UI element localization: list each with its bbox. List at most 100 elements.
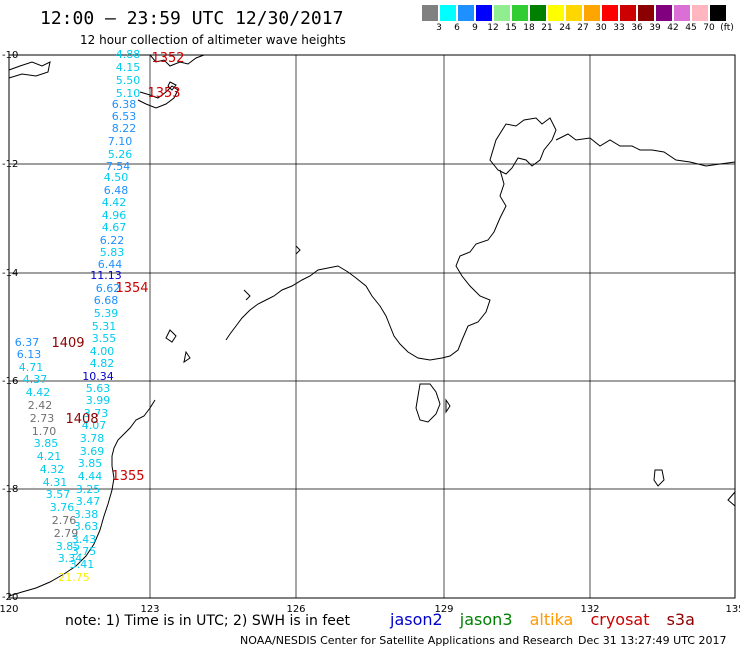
wave-height-value: 5.31 [92, 320, 117, 333]
legend-altika: altika [529, 610, 574, 629]
longitude-label: 135 [725, 604, 740, 615]
legend-jason3: jason3 [459, 610, 513, 629]
wave-height-value: 7.54 [106, 160, 131, 173]
colorbar-label: 42 [667, 23, 679, 33]
wave-height-value: 6.38 [112, 98, 137, 111]
pass-time-label: 1408 [65, 412, 98, 427]
latitude-label: -12 [2, 159, 18, 170]
wave-height-value: 5.39 [94, 307, 119, 320]
wave-height-value: 3.69 [80, 445, 105, 458]
wave-height-value: 5.26 [108, 148, 133, 161]
longitude-label: 129 [434, 604, 453, 615]
colorbar-swatch [692, 5, 708, 21]
wave-height-value: 4.42 [102, 196, 127, 209]
colorbar-swatch [548, 5, 564, 21]
legend-cryosat: cryosat [590, 610, 650, 629]
wave-height-value: 3.85 [56, 540, 81, 553]
legend-s3a: s3a [666, 610, 695, 629]
colorbar-swatch [674, 5, 690, 21]
colorbar-label: 30 [595, 23, 607, 33]
colorbar-label: 6 [454, 23, 460, 33]
wave-height-value: 4.88 [116, 48, 141, 61]
wave-height-value: 4.37 [23, 373, 48, 386]
wave-height-value: 4.42 [26, 386, 51, 399]
colorbar-label: 24 [559, 23, 571, 33]
colorbar-swatch [494, 5, 510, 21]
colorbar-swatch [584, 5, 600, 21]
colorbar-label: 12 [487, 23, 499, 33]
wave-height-value: 11.13 [90, 269, 122, 282]
colorbar-swatch [566, 5, 582, 21]
wave-height-value: 3.99 [86, 394, 111, 407]
wave-height-value: 4.96 [102, 209, 127, 222]
wave-height-value: 3.38 [74, 508, 99, 521]
wave-height-value: 2.79 [54, 527, 79, 540]
latitude-label: -18 [2, 484, 18, 495]
latitude-label: -16 [2, 376, 18, 387]
colorbar-label: 18 [523, 23, 535, 33]
wave-height-value: 4.31 [43, 476, 68, 489]
wave-height-value: 4.50 [104, 171, 129, 184]
longitude-label: 120 [0, 604, 19, 615]
wave-height-value: 3.76 [50, 501, 75, 514]
colorbar-label: 3 [436, 23, 442, 33]
wave-height-value: 4.71 [19, 361, 44, 374]
credit-line: NOAA/NESDIS Center for Satellite Applica… [240, 634, 574, 647]
wave-height-value: 3.73 [84, 407, 109, 420]
wave-height-value: 7.10 [108, 135, 133, 148]
wave-height-value: 6.37 [15, 336, 40, 349]
map-frame [8, 54, 736, 599]
latitude-label: -10 [2, 50, 18, 61]
longitude-label: 126 [286, 604, 305, 615]
wave-height-value: 3.55 [92, 332, 117, 345]
colorbar-label: 70 [703, 23, 715, 33]
wave-height-value: 1.70 [32, 425, 57, 438]
wave-height-value: 6.68 [94, 294, 119, 307]
wave-height-value: 6.53 [112, 110, 137, 123]
latitude-label: -20 [2, 592, 18, 603]
latitude-label: -14 [2, 268, 18, 279]
map-title: 12:00 – 23:59 UTC 12/30/2017 [40, 8, 344, 29]
wave-height-value: 5.50 [116, 74, 141, 87]
wave-height-value: 6.13 [17, 348, 42, 361]
colorbar-label: 21 [541, 23, 553, 33]
wave-height-value: 3.85 [34, 437, 59, 450]
colorbar-swatch [620, 5, 636, 21]
wave-height-value: 3.85 [78, 457, 103, 470]
colorbar-label: 39 [649, 23, 661, 33]
pass-time-label: 1355 [111, 469, 144, 484]
legend-jason2: jason2 [390, 610, 443, 629]
wave-height-value: 3.78 [80, 432, 105, 445]
wave-height-value: 8.22 [112, 122, 137, 135]
wave-height-value: 4.21 [37, 450, 62, 463]
colorbar-swatch [656, 5, 672, 21]
wave-height-value: 5.10 [116, 87, 141, 100]
wave-height-value: 5.83 [100, 246, 125, 259]
wave-height-value: 4.67 [102, 221, 127, 234]
map-gridlines [9, 55, 735, 598]
wave-height-value: 3.34 [58, 552, 83, 565]
colorbar-swatch [512, 5, 528, 21]
colorbar-swatch [422, 5, 438, 21]
colorbar-swatch [602, 5, 618, 21]
wave-height-value: 3.43 [72, 533, 97, 546]
wave-height-value: 6.62 [96, 282, 121, 295]
colorbar-label: (ft) [720, 23, 734, 33]
longitude-label: 132 [580, 604, 599, 615]
colorbar-swatch [440, 5, 456, 21]
wave-height-value: 6.44 [98, 258, 123, 271]
wave-height-value: 4.32 [40, 463, 65, 476]
colorbar-label: 27 [577, 23, 589, 33]
wave-height-value: 5.63 [86, 382, 111, 395]
wave-height-value: 2.42 [28, 399, 53, 412]
longitude-label: 123 [140, 604, 159, 615]
footer-note: note: 1) Time is in UTC; 2) SWH is in fe… [65, 613, 351, 629]
wave-height-value: 6.48 [104, 184, 129, 197]
wave-height-value: 4.00 [90, 345, 115, 358]
pass-time-label: 1352 [151, 51, 184, 66]
wave-height-value: 3.25 [76, 483, 101, 496]
colorbar-label: 45 [685, 23, 697, 33]
wave-height-value: 6.22 [100, 234, 125, 247]
wave-height-value: 4.44 [78, 470, 103, 483]
